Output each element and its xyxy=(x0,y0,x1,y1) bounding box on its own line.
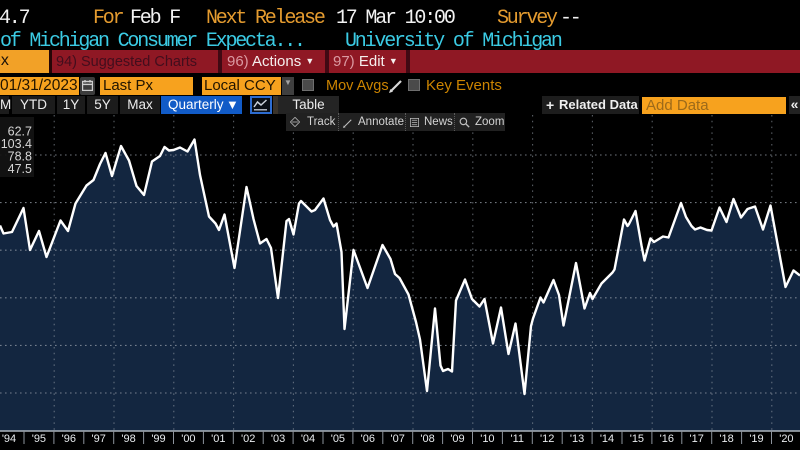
svg-text:'96: '96 xyxy=(62,433,76,445)
svg-text:'15: '15 xyxy=(630,433,644,445)
svg-text:'20: '20 xyxy=(779,433,793,445)
svg-text:'05: '05 xyxy=(331,433,345,445)
svg-text:'99: '99 xyxy=(151,433,165,445)
svg-text:'02: '02 xyxy=(241,433,255,445)
svg-text:'03: '03 xyxy=(271,433,285,445)
svg-text:'16: '16 xyxy=(660,433,674,445)
svg-text:'95: '95 xyxy=(32,433,46,445)
svg-text:'14: '14 xyxy=(600,433,614,445)
svg-text:'10: '10 xyxy=(480,433,494,445)
svg-text:'17: '17 xyxy=(690,433,704,445)
svg-text:'09: '09 xyxy=(450,433,464,445)
svg-text:'97: '97 xyxy=(92,433,106,445)
svg-text:103.4: 103.4 xyxy=(1,137,32,151)
svg-text:'94: '94 xyxy=(2,433,16,445)
svg-text:'01: '01 xyxy=(211,433,225,445)
svg-text:78.8: 78.8 xyxy=(8,150,32,164)
svg-text:'19: '19 xyxy=(749,433,763,445)
svg-text:'12: '12 xyxy=(540,433,554,445)
svg-text:'18: '18 xyxy=(719,433,733,445)
svg-text:'13: '13 xyxy=(570,433,584,445)
svg-text:'08: '08 xyxy=(420,433,434,445)
svg-text:'07: '07 xyxy=(391,433,405,445)
svg-text:62.7: 62.7 xyxy=(8,125,32,139)
svg-text:'06: '06 xyxy=(361,433,375,445)
svg-text:'00: '00 xyxy=(181,433,195,445)
svg-text:'04: '04 xyxy=(301,433,315,445)
svg-text:'98: '98 xyxy=(121,433,135,445)
svg-text:47.5: 47.5 xyxy=(8,162,32,176)
svg-text:'11: '11 xyxy=(511,433,525,445)
